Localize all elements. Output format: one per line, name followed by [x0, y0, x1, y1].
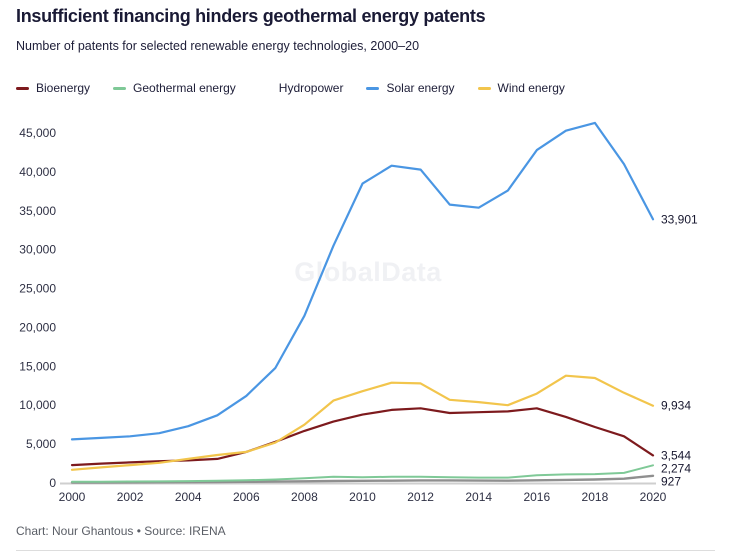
x-axis-tick-label: 2002 — [117, 490, 144, 504]
series-line-geothermal-energy[interactable] — [71, 464, 654, 483]
chart-header: Insufficient financing hinders geotherma… — [16, 6, 486, 53]
x-axis-tick-label: 2018 — [582, 490, 609, 504]
end-value-label-bioenergy: 3,544 — [661, 448, 691, 462]
legend-swatch — [113, 86, 127, 90]
page-title: Insufficient financing hinders geotherma… — [16, 6, 486, 26]
legend-item-wind-energy: Wind energy — [477, 81, 565, 95]
chart-subtitle: Number of patents for selected renewable… — [16, 39, 420, 53]
end-value-label-solar-energy: 33,901 — [661, 212, 698, 226]
end-value-label-hydropower: 927 — [661, 474, 681, 488]
y-axis-tick-label: 20,000 — [19, 320, 56, 334]
series-line-solar-energy[interactable] — [70, 121, 655, 441]
end-value-label-wind-energy: 9,934 — [661, 399, 691, 413]
x-axis-tick-label: 2014 — [465, 490, 492, 504]
y-axis-tick-label: 45,000 — [19, 126, 56, 140]
x-axis-tick-label: 2020 — [640, 490, 667, 504]
y-axis-tick-label: 0 — [49, 476, 56, 490]
y-axis-tick-label: 5,000 — [26, 437, 56, 451]
legend-label: Geothermal energy — [133, 81, 236, 95]
legend-label: Solar energy — [386, 81, 455, 95]
footer-divider — [16, 550, 715, 551]
x-axis-tick-label: 2004 — [175, 490, 202, 504]
x-axis-tick-label: 2010 — [349, 490, 376, 504]
legend-label: Bioenergy — [36, 81, 91, 95]
end-value-label-geothermal-energy: 2,274 — [661, 461, 691, 475]
y-axis-tick-label: 15,000 — [19, 359, 56, 373]
legend-item-hydropower: Hydropower — [258, 81, 344, 95]
x-axis-tick-label: 2008 — [291, 490, 318, 504]
x-axis-tick-label: 2012 — [407, 490, 434, 504]
legend-swatch — [477, 86, 491, 90]
legend-label: Hydropower — [278, 81, 344, 95]
y-axis-tick-label: 10,000 — [19, 398, 56, 412]
legend-label: Wind energy — [497, 81, 565, 95]
chart-credit: Chart: Nour Ghantous • Source: IRENA — [16, 524, 226, 538]
legend-item-geothermal-energy: Geothermal energy — [113, 81, 236, 95]
legend-swatch — [366, 86, 380, 90]
legend-swatch — [258, 86, 272, 90]
y-axis-tick-label: 25,000 — [19, 282, 56, 296]
chart-legend: Bioenergy Geothermal energy Hydropower Sola… — [16, 81, 565, 95]
x-axis-tick-label: 2000 — [59, 490, 86, 504]
series-line-bioenergy[interactable] — [70, 407, 655, 467]
y-axis-tick-label: 40,000 — [19, 165, 56, 179]
legend-item-bioenergy: Bioenergy — [16, 81, 90, 95]
series-line-wind-energy[interactable] — [70, 374, 655, 471]
y-axis-tick-label: 30,000 — [19, 243, 56, 257]
legend-item-solar-energy: Solar energy — [366, 81, 455, 95]
watermark: GlobalData — [294, 257, 442, 287]
x-axis-tick-label: 2016 — [523, 490, 550, 504]
y-axis-tick-label: 35,000 — [19, 204, 56, 218]
legend-swatch — [16, 86, 29, 90]
x-axis-tick-label: 2006 — [233, 490, 260, 504]
